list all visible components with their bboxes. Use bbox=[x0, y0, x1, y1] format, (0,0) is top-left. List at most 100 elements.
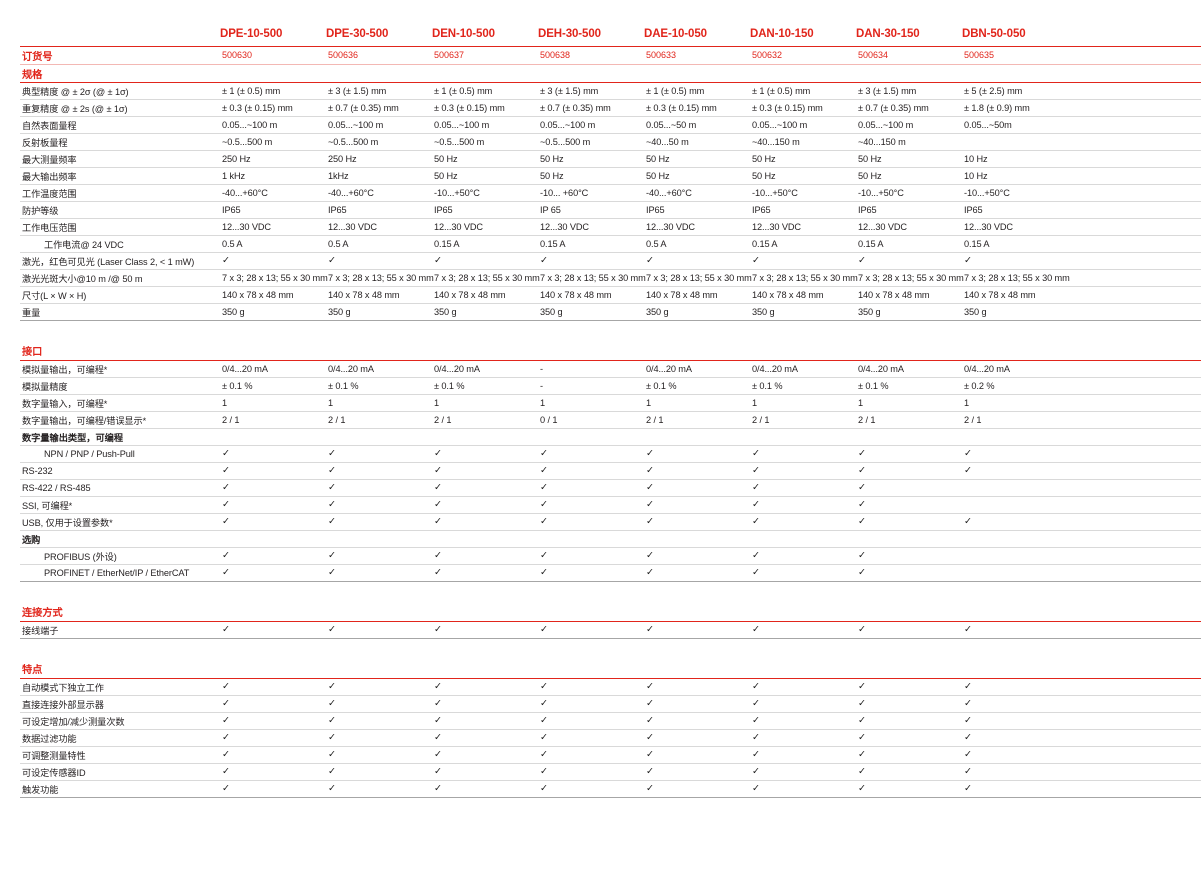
cell-c7: ✓ bbox=[856, 746, 962, 764]
table-row: 重量 350 g 350 g 350 g 350 g 350 g 350 g 350 g 350… bbox=[20, 303, 1201, 321]
cell-c7: 2 / 1 bbox=[856, 411, 962, 429]
table-row: PROFINET / EtherNet/IP / EtherCAT ✓ ✓ ✓ ✓ ✓ ✓ ✓ bbox=[20, 564, 1201, 582]
cell-c5 bbox=[644, 530, 750, 548]
cell-c1: ✓ bbox=[220, 445, 326, 463]
order-number-label: 订货号 bbox=[20, 45, 220, 65]
table-row: SSI, 可编程* ✓ ✓ ✓ ✓ ✓ ✓ ✓ bbox=[20, 496, 1201, 514]
cell-c1: ✓ bbox=[220, 729, 326, 747]
cell-c3: ✓ bbox=[432, 513, 538, 531]
section-header-3: 连接方式 bbox=[20, 603, 1201, 622]
cell-c4: ✓ bbox=[538, 564, 644, 582]
cell-c7: 350 g bbox=[856, 303, 962, 321]
cell-c6: IP65 bbox=[750, 201, 856, 219]
cell-c6: ✓ bbox=[750, 513, 856, 531]
cell-c6: 140 x 78 x 48 mm bbox=[750, 286, 856, 304]
cell-c1: ✓ bbox=[220, 780, 326, 798]
cell-c7: ± 0.1 % bbox=[856, 377, 962, 395]
cell-c8: ± 5 (± 2.5) mm bbox=[962, 82, 1095, 100]
table-row: 数字量输入，可编程* 1 1 1 1 1 1 1 1 bbox=[20, 394, 1201, 412]
table-row: 可设定传感器ID ✓ ✓ ✓ ✓ ✓ ✓ ✓ ✓ bbox=[20, 763, 1201, 781]
row-pad bbox=[1095, 360, 1201, 378]
row-label: 数字量输出，可编程/错误显示* bbox=[20, 411, 220, 429]
row-label: 模拟量输出，可编程* bbox=[20, 360, 220, 378]
row-pad bbox=[1095, 394, 1201, 412]
cell-c4: ✓ bbox=[538, 479, 644, 497]
row-pad bbox=[1095, 712, 1201, 730]
cell-c8: 12...30 VDC bbox=[962, 218, 1095, 236]
table-row: 数字量输出类型，可编程 bbox=[20, 428, 1201, 446]
cell-c5: ✓ bbox=[644, 729, 750, 747]
row-pad bbox=[1095, 746, 1201, 764]
section-header-1: 规格 bbox=[20, 64, 1201, 83]
table-row: 选购 bbox=[20, 530, 1201, 548]
cell-c1: ✓ bbox=[220, 479, 326, 497]
cell-c3: ✓ bbox=[432, 746, 538, 764]
cell-c1: 1 bbox=[220, 394, 326, 412]
cell-c5 bbox=[644, 428, 750, 446]
cell-c1: ✓ bbox=[220, 746, 326, 764]
section-header-4: 特点 bbox=[20, 660, 1201, 679]
cell-c5: ✓ bbox=[644, 763, 750, 781]
cell-c1: 1 kHz bbox=[220, 167, 326, 185]
cell-c5: -40...+60°C bbox=[644, 184, 750, 202]
cell-c7: 0.15 A bbox=[856, 235, 962, 253]
cell-c2: 1kHz bbox=[326, 167, 432, 185]
cell-c8: 350 g bbox=[962, 303, 1095, 321]
cell-c4: ✓ bbox=[538, 678, 644, 696]
row-pad bbox=[1095, 547, 1201, 565]
cell-c4: ✓ bbox=[538, 712, 644, 730]
cell-c1: ± 0.1 % bbox=[220, 377, 326, 395]
cell-c1: ✓ bbox=[220, 513, 326, 531]
row-label: 典型精度 @ ± 2σ (@ ± 1σ) bbox=[20, 82, 220, 100]
cell-c6: ✓ bbox=[750, 780, 856, 798]
row-pad bbox=[1095, 303, 1201, 321]
table-row: RS-422 / RS-485 ✓ ✓ ✓ ✓ ✓ ✓ ✓ bbox=[20, 479, 1201, 497]
section-header-2: 接口 bbox=[20, 342, 1201, 361]
order-number-value-4: 500638 bbox=[538, 45, 644, 65]
cell-c6: ✓ bbox=[750, 729, 856, 747]
cell-c3: ✓ bbox=[432, 445, 538, 463]
cell-c6: ✓ bbox=[750, 712, 856, 730]
cell-c2: 0/4...20 mA bbox=[326, 360, 432, 378]
row-pad bbox=[1095, 286, 1201, 304]
cell-c7: ✓ bbox=[856, 729, 962, 747]
cell-c8: ✓ bbox=[962, 729, 1095, 747]
cell-c2: ✓ bbox=[326, 513, 432, 531]
cell-c4: ~0.5...500 m bbox=[538, 133, 644, 151]
cell-c8 bbox=[962, 496, 1095, 514]
cell-c5: 50 Hz bbox=[644, 167, 750, 185]
cell-c2: ✓ bbox=[326, 729, 432, 747]
row-label: 激光，红色可见光 (Laser Class 2, < 1 mW) bbox=[20, 252, 220, 270]
row-label: RS-232 bbox=[20, 462, 220, 480]
table-row: 数据过滤功能 ✓ ✓ ✓ ✓ ✓ ✓ ✓ ✓ bbox=[20, 729, 1201, 747]
cell-c1: IP65 bbox=[220, 201, 326, 219]
cell-c6: 7 x 3; 28 x 13; 55 x 30 mm bbox=[750, 269, 858, 287]
cell-c1: 350 g bbox=[220, 303, 326, 321]
cell-c7: ✓ bbox=[856, 695, 962, 713]
row-label: NPN / PNP / Push-Pull bbox=[20, 445, 220, 463]
row-pad bbox=[1095, 99, 1201, 117]
cell-c8: ± 0.2 % bbox=[962, 377, 1095, 395]
cell-c2: 2 / 1 bbox=[326, 411, 432, 429]
cell-c2: 350 g bbox=[326, 303, 432, 321]
cell-c4: 50 Hz bbox=[538, 150, 644, 168]
cell-c3 bbox=[432, 428, 538, 446]
cell-c8 bbox=[962, 530, 1095, 548]
cell-c5: ✓ bbox=[644, 445, 750, 463]
cell-c1: ✓ bbox=[220, 547, 326, 565]
cell-c5: ✓ bbox=[644, 712, 750, 730]
spacer-cell bbox=[20, 581, 1201, 603]
cell-c6: ✓ bbox=[750, 621, 856, 639]
cell-c1 bbox=[220, 530, 326, 548]
cell-c3: ✓ bbox=[432, 547, 538, 565]
cell-c3: IP65 bbox=[432, 201, 538, 219]
row-label: 数字量输出类型，可编程 bbox=[20, 428, 220, 446]
table-row: 自动模式下独立工作 ✓ ✓ ✓ ✓ ✓ ✓ ✓ ✓ bbox=[20, 678, 1201, 696]
cell-c8: 1 bbox=[962, 394, 1095, 412]
row-pad bbox=[1095, 133, 1201, 151]
cell-c3: 0.05...~100 m bbox=[432, 116, 538, 134]
cell-c2: ✓ bbox=[326, 462, 432, 480]
cell-c8: ✓ bbox=[962, 712, 1095, 730]
section-spacer bbox=[20, 320, 1201, 342]
